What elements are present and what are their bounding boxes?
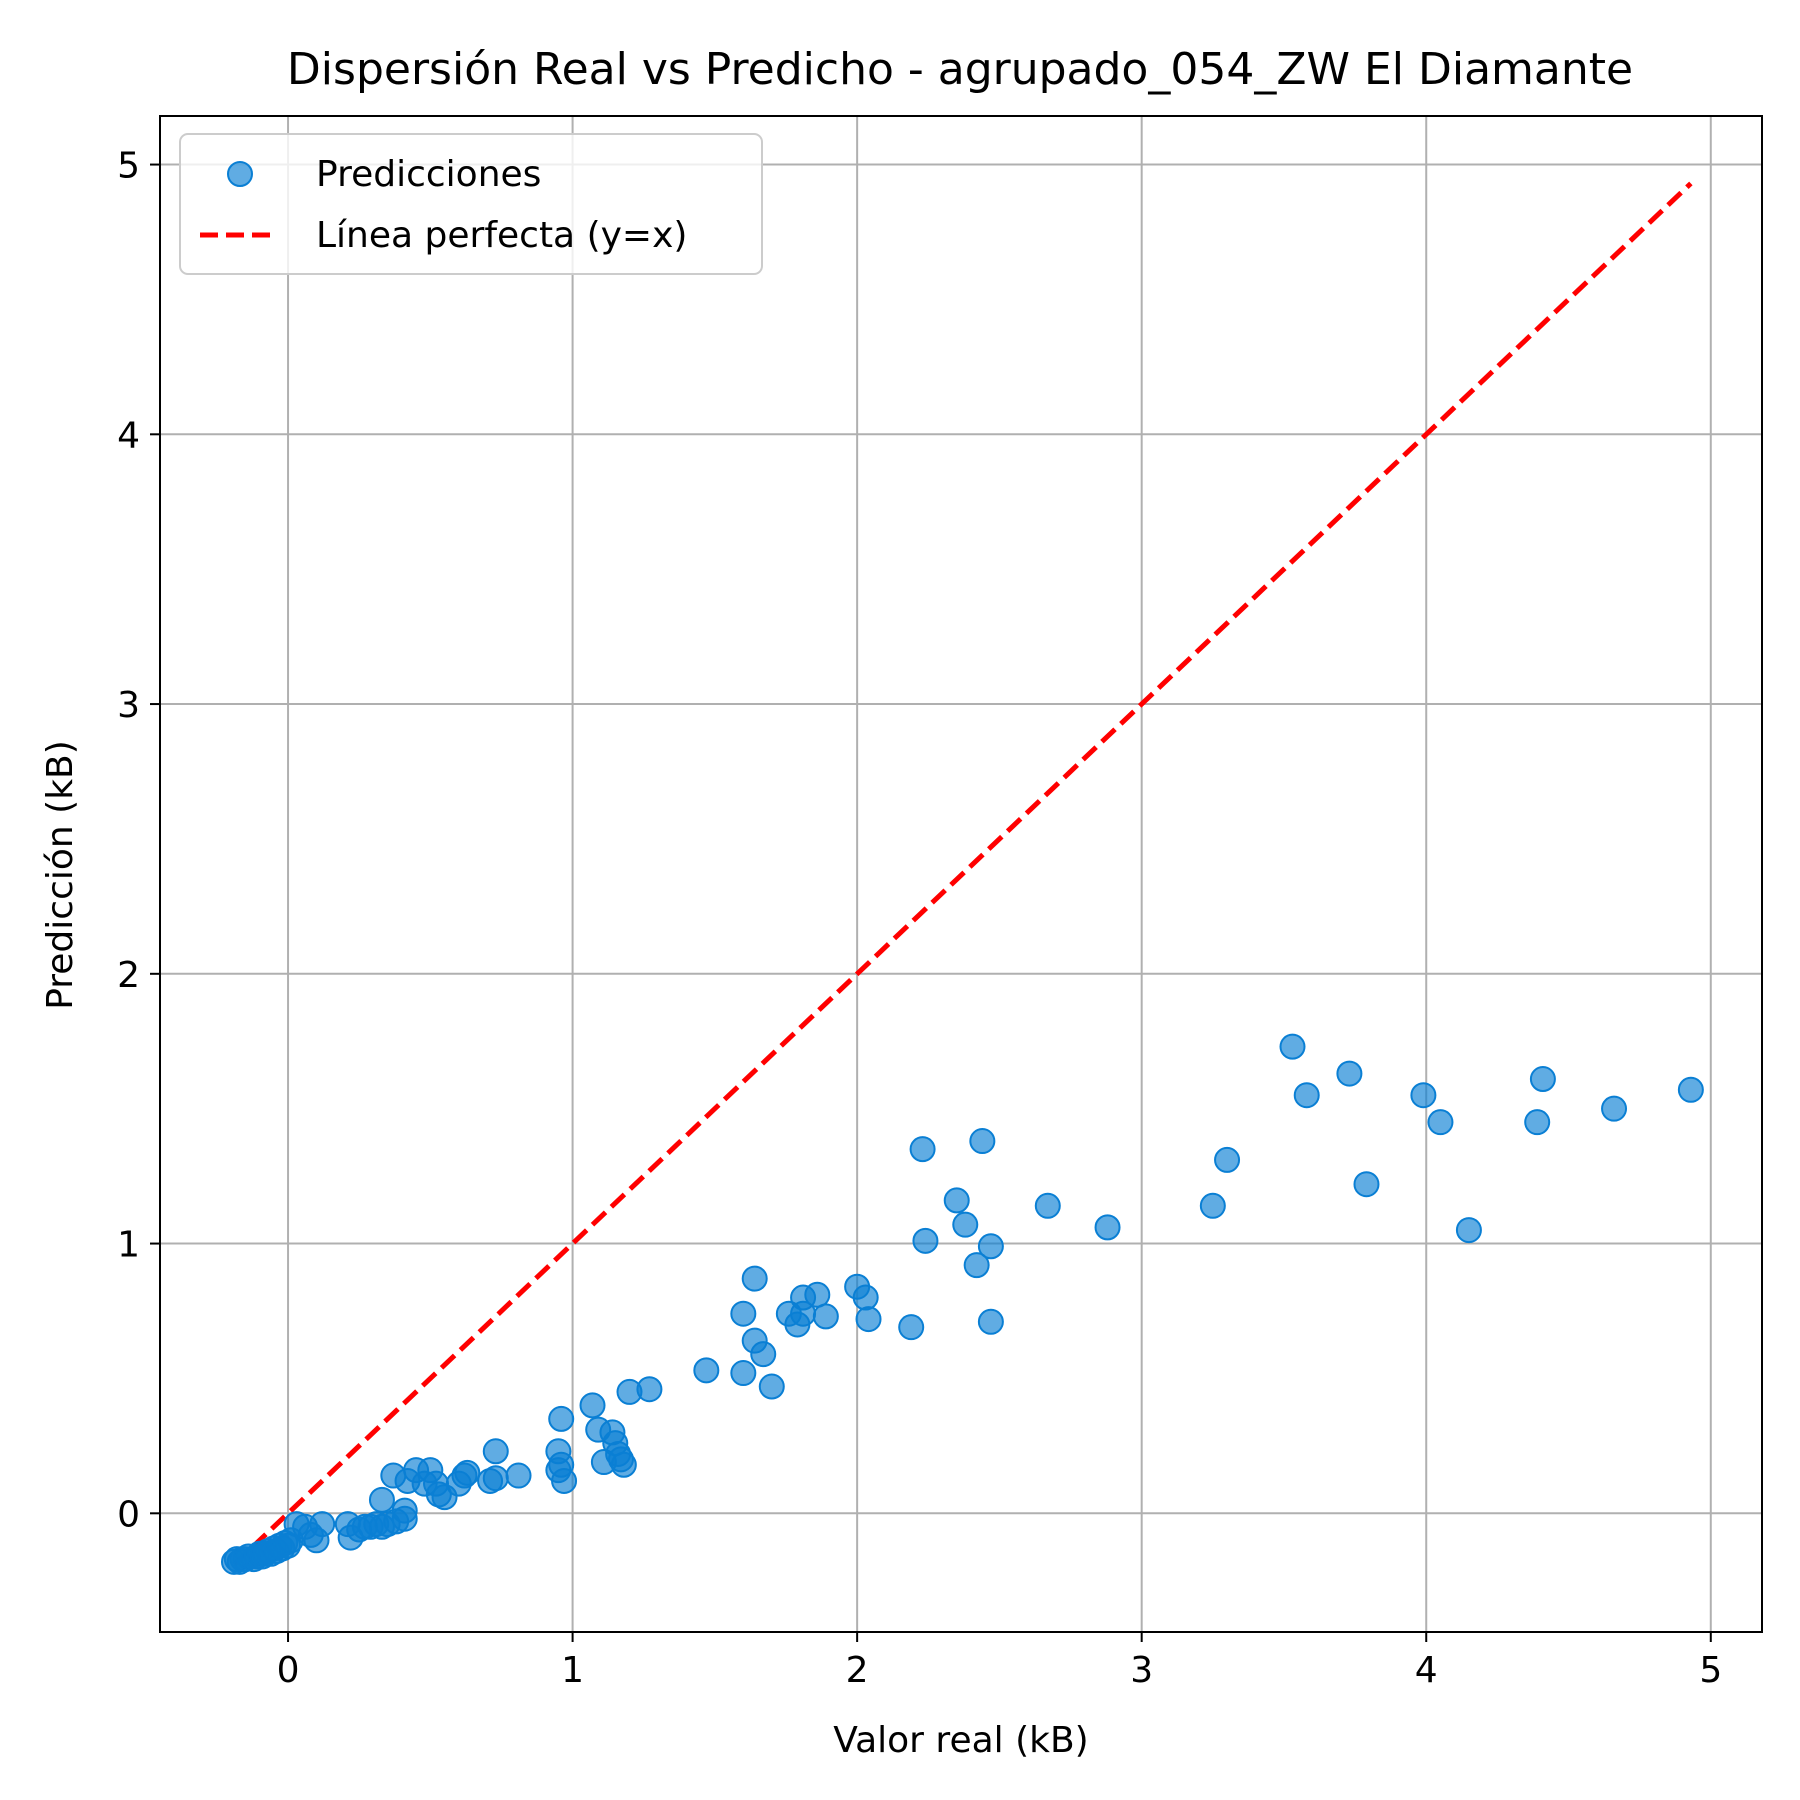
scatter-point (391, 1497, 418, 1524)
scatter-point (977, 1233, 1004, 1260)
scatter-point (969, 1128, 996, 1155)
x-tick-label: 5 (1699, 1650, 1722, 1691)
perfect-line (232, 181, 1693, 1567)
perfect-line-layer (232, 181, 1693, 1567)
scatter-point (1199, 1192, 1226, 1219)
legend-label-perfect-line: Línea perfecta (y=x) (316, 215, 687, 256)
scatter-point (963, 1252, 990, 1279)
scatter-point (551, 1467, 578, 1494)
scatter-point (636, 1376, 663, 1403)
scatter-point (1214, 1146, 1241, 1173)
legend-marker-predicciones (227, 161, 253, 187)
y-axis-label: Predicción (kB) (40, 740, 81, 1010)
scatter-point (1353, 1171, 1380, 1198)
scatter-point (1455, 1217, 1482, 1244)
scatter-point (1601, 1095, 1628, 1122)
axis-ticks: 0 1 2 3 4 5 0 1 2 3 4 5 (117, 146, 1722, 1691)
scatter-point (750, 1341, 777, 1368)
y-tick-label: 4 (117, 415, 140, 456)
scatter-point (548, 1405, 575, 1432)
scatter-point (1677, 1076, 1704, 1103)
y-tick-label: 5 (117, 146, 140, 187)
scatter-point (505, 1462, 532, 1489)
scatter-point (1094, 1214, 1121, 1241)
scatter-point (898, 1314, 925, 1341)
scatter-point (912, 1227, 939, 1254)
scatter-point (855, 1306, 882, 1333)
scatter-point (1279, 1033, 1306, 1060)
y-tick-label: 2 (117, 955, 140, 996)
scatter-point (1427, 1109, 1454, 1136)
y-tick-label: 1 (117, 1225, 140, 1266)
x-tick-label: 1 (561, 1650, 584, 1691)
scatter-point (693, 1357, 720, 1384)
scatter-point (730, 1360, 757, 1387)
scatter-point (1336, 1060, 1363, 1087)
scatter-point (741, 1265, 768, 1292)
scatter-point (812, 1303, 839, 1330)
x-tick-label: 4 (1415, 1650, 1438, 1691)
scatter-point (454, 1459, 481, 1486)
legend-label-predicciones: Predicciones (316, 154, 541, 195)
scatter-point (1410, 1082, 1437, 1109)
scatter-point (730, 1300, 757, 1327)
scatter-point (309, 1511, 336, 1538)
scatter-point (482, 1438, 509, 1465)
x-axis-label: Valor real (kB) (833, 1720, 1088, 1761)
scatter-point (482, 1465, 509, 1492)
scatter-point (952, 1211, 979, 1238)
legend-box (179, 133, 763, 275)
chart-title: Dispersión Real vs Predicho - agrupado_0… (287, 44, 1633, 95)
plot-area-frame (159, 115, 1763, 1633)
scatter-point (1034, 1192, 1061, 1219)
y-tick-label: 3 (117, 685, 140, 726)
scatter-point (368, 1486, 395, 1513)
y-tick-label: 0 (117, 1494, 140, 1535)
scatter-point (579, 1392, 606, 1419)
grid (160, 116, 1762, 1632)
scatter-point (545, 1438, 572, 1465)
scatter-point (909, 1136, 936, 1163)
scatter-point (977, 1308, 1004, 1335)
scatter-point (1293, 1082, 1320, 1109)
legend: Predicciones Línea perfecta (y=x) (179, 133, 763, 275)
scatter-point (1524, 1109, 1551, 1136)
scatter-point (758, 1373, 785, 1400)
scatter-point (852, 1284, 879, 1311)
x-tick-label: 2 (846, 1650, 869, 1691)
x-tick-label: 0 (277, 1650, 300, 1691)
points-layer (220, 1033, 1704, 1575)
scatter-point (1529, 1066, 1556, 1093)
x-tick-label: 3 (1130, 1650, 1153, 1691)
scatter-point (610, 1451, 637, 1478)
scatter-point (804, 1281, 831, 1308)
scatter-point (943, 1187, 970, 1214)
